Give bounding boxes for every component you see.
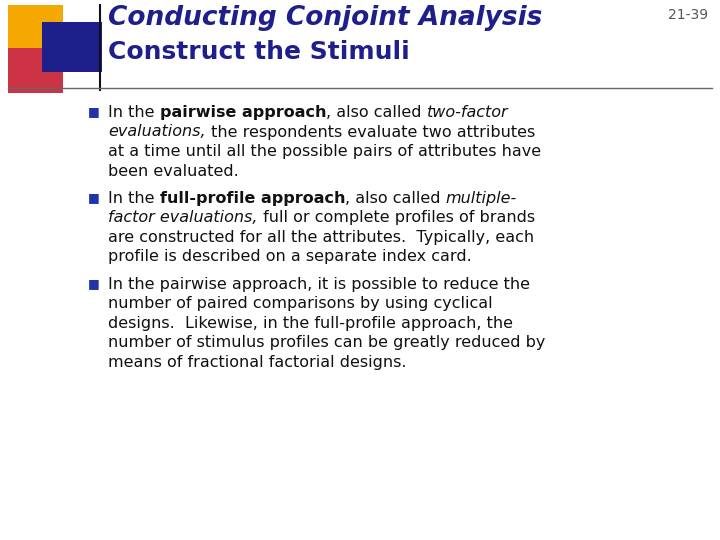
Text: ■: ■ <box>88 105 100 118</box>
Bar <box>8 48 63 93</box>
Text: two-factor: two-factor <box>427 105 508 120</box>
Text: number of stimulus profiles can be greatly reduced by: number of stimulus profiles can be great… <box>108 335 545 350</box>
Text: In the: In the <box>108 191 160 206</box>
Text: been evaluated.: been evaluated. <box>108 164 239 179</box>
Text: means of fractional factorial designs.: means of fractional factorial designs. <box>108 355 407 369</box>
Text: number of paired comparisons by using cyclical: number of paired comparisons by using cy… <box>108 296 492 311</box>
Text: Construct the Stimuli: Construct the Stimuli <box>108 40 410 64</box>
Text: full or complete profiles of brands: full or complete profiles of brands <box>258 210 535 225</box>
Text: designs.  Likewise, in the full-profile approach, the: designs. Likewise, in the full-profile a… <box>108 315 513 330</box>
Text: multiple-: multiple- <box>446 191 517 206</box>
Bar <box>8 5 63 50</box>
Text: , also called: , also called <box>326 105 427 120</box>
Text: 21-39: 21-39 <box>668 8 708 22</box>
Text: factor evaluations,: factor evaluations, <box>108 210 258 225</box>
Text: are constructed for all the attributes.  Typically, each: are constructed for all the attributes. … <box>108 230 534 245</box>
Text: , also called: , also called <box>345 191 446 206</box>
Text: the respondents evaluate two attributes: the respondents evaluate two attributes <box>206 125 535 139</box>
Text: ■: ■ <box>88 191 100 204</box>
Text: at a time until all the possible pairs of attributes have: at a time until all the possible pairs o… <box>108 144 541 159</box>
Text: In the: In the <box>108 105 160 120</box>
Text: evaluations,: evaluations, <box>108 125 206 139</box>
Text: Conducting Conjoint Analysis: Conducting Conjoint Analysis <box>108 5 542 31</box>
Text: profile is described on a separate index card.: profile is described on a separate index… <box>108 249 472 264</box>
Text: full-profile approach: full-profile approach <box>160 191 345 206</box>
Text: ■: ■ <box>88 276 100 289</box>
Text: In the pairwise approach, it is possible to reduce the: In the pairwise approach, it is possible… <box>108 276 530 292</box>
Bar <box>42 22 102 72</box>
Text: pairwise approach: pairwise approach <box>160 105 326 120</box>
